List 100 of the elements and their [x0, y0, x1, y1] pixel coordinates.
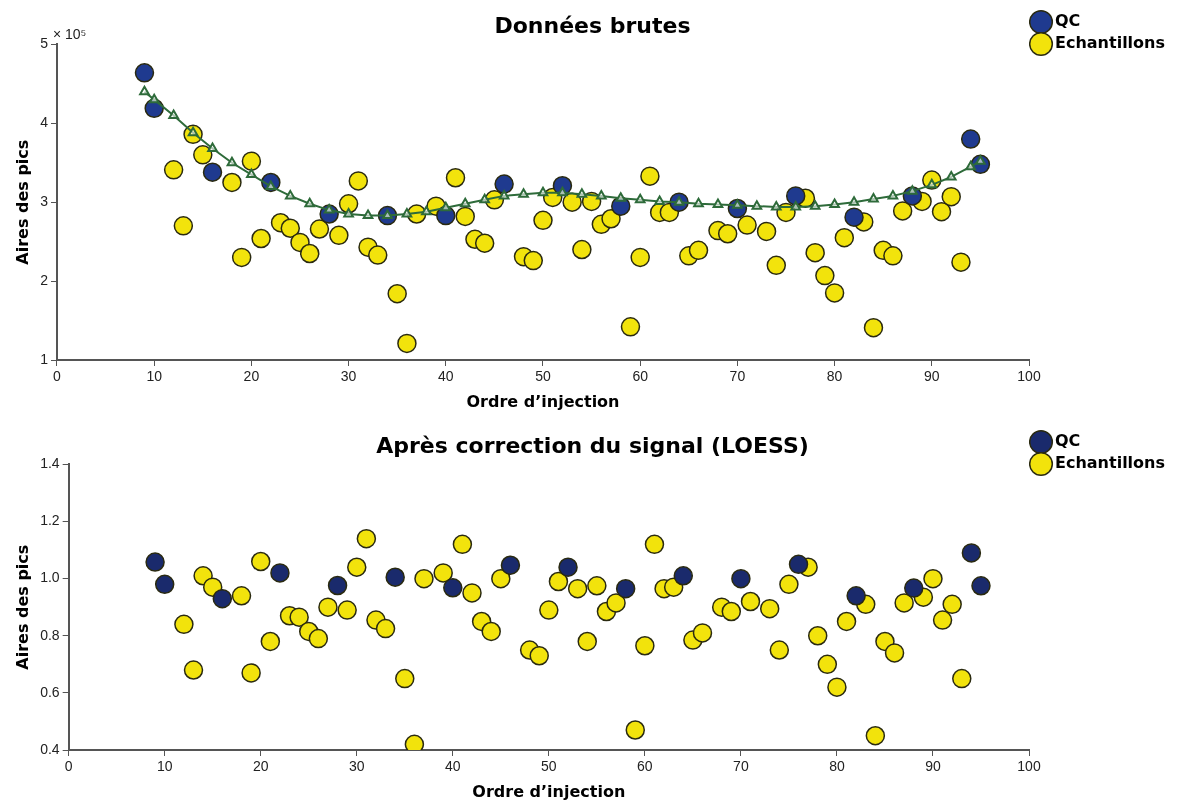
x-tick-label: 100 — [1017, 758, 1041, 775]
point — [212, 588, 233, 609]
x-axis-title: Ordre d’injection — [472, 781, 626, 801]
point — [401, 208, 413, 218]
legend-label: QC — [1055, 11, 1081, 31]
point — [712, 198, 724, 209]
point — [479, 193, 490, 204]
point — [576, 188, 588, 198]
point — [788, 554, 809, 575]
x-tick-label: 70 — [729, 368, 746, 385]
point — [139, 85, 150, 96]
y-tick-label: 0.8 — [40, 626, 60, 643]
point — [809, 200, 821, 210]
x-tick-label: 40 — [445, 758, 461, 775]
point — [829, 198, 840, 209]
point — [552, 175, 573, 196]
x-tick-label: 0 — [64, 758, 73, 775]
point — [207, 142, 218, 153]
point — [846, 586, 866, 606]
legend-label: Echantillons — [1055, 33, 1165, 53]
point — [887, 189, 899, 200]
point — [971, 576, 991, 596]
point — [595, 189, 607, 200]
x-tick-label: 60 — [637, 758, 653, 775]
point — [848, 196, 860, 206]
y-tick-label: 1 — [40, 350, 49, 367]
chart-title: Données brutes — [494, 12, 691, 38]
y-tick-label: 1.2 — [40, 512, 60, 529]
x-tick-label: 50 — [535, 368, 551, 385]
x-tick-label: 10 — [146, 368, 163, 385]
point — [970, 154, 991, 175]
point — [246, 168, 257, 179]
legend-label: Echantillons — [1055, 453, 1165, 473]
y-tick-label: 0.6 — [40, 683, 60, 700]
point — [284, 189, 296, 200]
point — [459, 197, 471, 208]
point — [615, 192, 627, 202]
point — [518, 188, 529, 198]
legend-label: QC — [1055, 431, 1081, 451]
y-tick-label: 3 — [40, 193, 49, 210]
point — [751, 200, 763, 210]
x-axis-title: Ordre d’injection — [466, 391, 620, 411]
point — [362, 209, 374, 220]
x-tick-label: 90 — [925, 758, 941, 775]
point — [634, 193, 646, 204]
point — [343, 208, 354, 218]
point — [965, 160, 977, 171]
y-tick-label: 1.4 — [40, 455, 60, 472]
x-tick-label: 40 — [438, 368, 454, 385]
point — [558, 557, 578, 577]
point — [844, 207, 864, 227]
x-tick-label: 0 — [53, 368, 62, 385]
point — [960, 129, 981, 149]
point — [270, 563, 290, 583]
point — [790, 200, 802, 211]
point — [385, 567, 405, 587]
point — [557, 186, 568, 197]
point — [168, 109, 179, 119]
point — [961, 543, 982, 563]
point — [945, 170, 957, 181]
point — [443, 578, 463, 598]
chart-title: Après correction du signal (LOESS) — [376, 432, 809, 458]
point — [731, 568, 751, 589]
point — [654, 195, 665, 205]
y-tick-label: 4 — [40, 114, 49, 131]
x-tick-label: 20 — [252, 758, 269, 775]
point — [421, 205, 432, 216]
point — [537, 186, 549, 197]
x-tick-label: 60 — [632, 368, 649, 385]
x-tick-label: 80 — [826, 368, 843, 385]
y-tick-label: 2 — [40, 271, 49, 288]
x-tick-label: 50 — [541, 758, 557, 775]
text: × 10⁵ — [52, 26, 87, 43]
point — [134, 63, 155, 83]
point — [868, 193, 879, 203]
point — [145, 552, 165, 572]
y-tick-label: 5 — [40, 35, 49, 52]
y-axis-title: Aires des pics — [12, 544, 32, 670]
point — [500, 555, 521, 575]
point — [440, 201, 452, 212]
x-tick-label: 30 — [340, 368, 357, 385]
point — [148, 93, 160, 104]
x-tick-label: 20 — [243, 368, 260, 385]
y-tick-label: 0.4 — [40, 740, 60, 757]
point — [304, 197, 316, 208]
point — [498, 189, 510, 200]
point — [494, 174, 514, 194]
point — [673, 566, 694, 586]
x-tick-label: 10 — [156, 758, 173, 775]
x-tick-label: 80 — [829, 758, 845, 775]
x-tick-label: 90 — [924, 368, 940, 385]
point — [154, 574, 175, 595]
point — [770, 200, 782, 211]
y-tick-label: 1.0 — [40, 569, 60, 586]
point — [611, 196, 631, 216]
point — [907, 185, 918, 195]
point — [436, 205, 456, 226]
x-tick-label: 100 — [1017, 368, 1041, 385]
x-tick-label: 70 — [733, 758, 749, 775]
point — [785, 186, 806, 206]
